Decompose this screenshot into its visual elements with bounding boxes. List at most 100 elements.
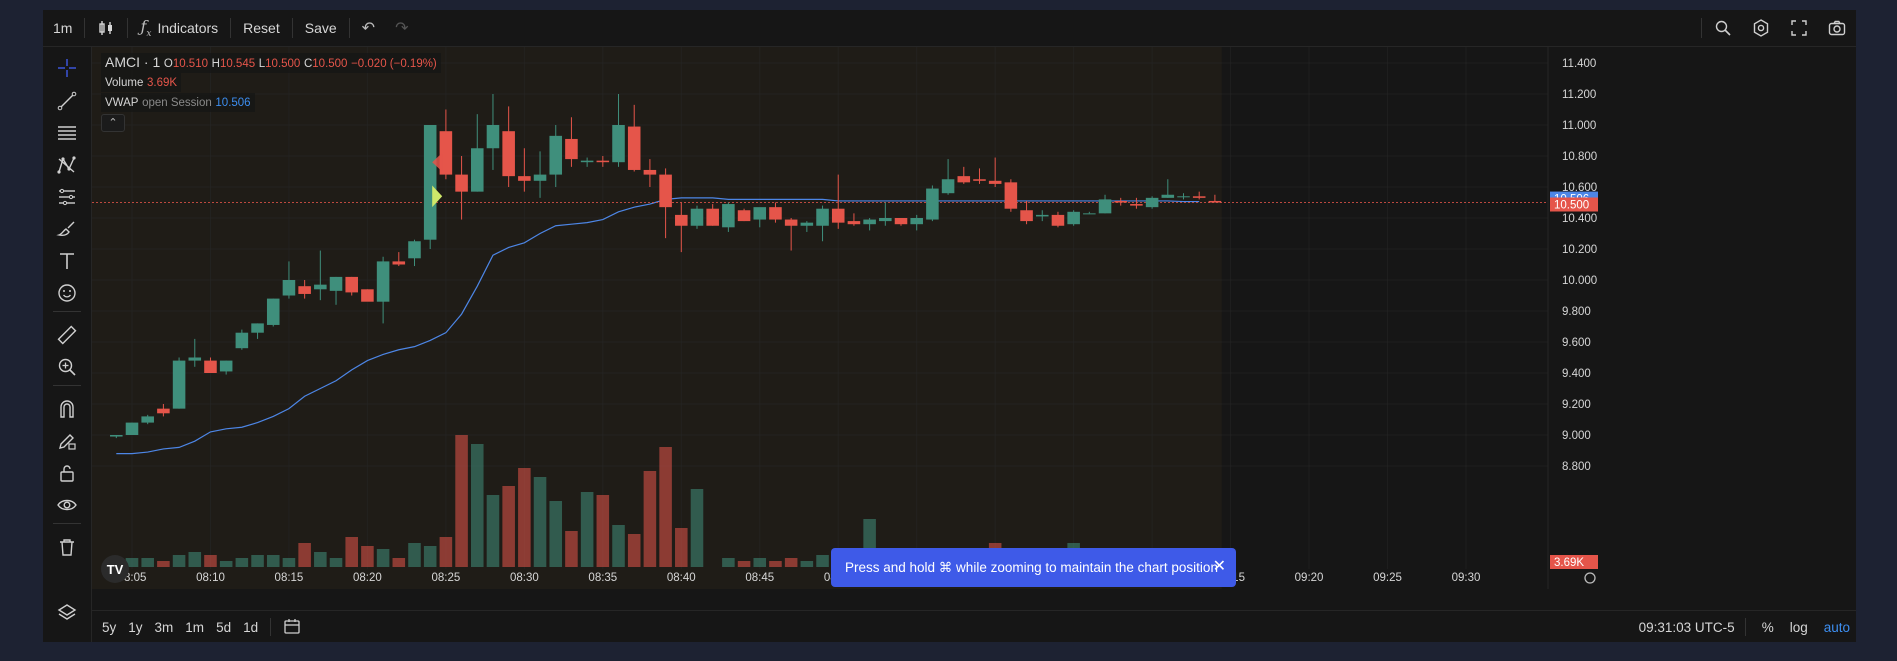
timezone-clock[interactable]: 09:31:03 UTC-5: [1638, 619, 1735, 635]
object-tree-tool[interactable]: [43, 599, 91, 627]
lock-drawing-tool[interactable]: [43, 427, 91, 455]
quick-search-button[interactable]: [1704, 10, 1742, 46]
hide-drawings-tool[interactable]: [43, 491, 91, 519]
candle-body: [110, 435, 123, 437]
interval-button[interactable]: 1m: [43, 10, 82, 46]
brush-tool[interactable]: [43, 215, 91, 243]
volume-bar: [518, 468, 531, 567]
candle-body: [188, 357, 202, 361]
candle-body: [722, 204, 735, 228]
candle-body: [298, 286, 311, 294]
zoom-tool[interactable]: [43, 353, 91, 381]
candle-body: [737, 210, 751, 222]
volume-bar: [769, 561, 782, 567]
indicators-button[interactable]: ƒx Indicators: [130, 10, 228, 46]
fullscreen-button[interactable]: [1780, 10, 1818, 46]
range-1y[interactable]: 1y: [128, 619, 143, 635]
open-label: O: [163, 58, 173, 70]
tradingview-logo[interactable]: TV: [101, 555, 129, 583]
fib-tool[interactable]: [43, 119, 91, 147]
bottom-right: 09:31:03 UTC-5 % log auto: [1639, 611, 1856, 643]
volume-legend[interactable]: Volume 3.69K: [101, 73, 441, 92]
volume-bar: [361, 546, 374, 567]
undo-button[interactable]: ↶: [352, 10, 385, 46]
volume-bar: [737, 561, 751, 567]
volume-bar: [486, 495, 500, 567]
candles-icon: [99, 21, 113, 35]
candle-body: [1051, 214, 1065, 226]
candle-body: [219, 360, 233, 372]
candle-body: [1035, 214, 1049, 217]
toolbar-divider: [127, 18, 129, 38]
vwap-legend[interactable]: VWAP open Session 10.506: [101, 93, 441, 112]
collapse-legend-button[interactable]: ⌃: [101, 114, 125, 132]
price-tick-label: 9.400: [1562, 368, 1591, 380]
close-icon[interactable]: ✕: [1212, 558, 1226, 575]
vwap-params: open Session: [142, 97, 212, 109]
price-tick-label: 10.200: [1562, 244, 1597, 256]
time-tick-label: 09:20: [1295, 572, 1324, 584]
emoji-tool[interactable]: [43, 279, 91, 307]
auto-scale-toggle[interactable]: auto: [1823, 619, 1850, 635]
volume-bar: [204, 555, 217, 567]
forecast-tool[interactable]: [43, 183, 91, 211]
range-1d[interactable]: 1d: [243, 619, 259, 635]
log-scale-toggle[interactable]: log: [1789, 619, 1808, 635]
price-tick-label: 10.000: [1562, 275, 1597, 287]
price-tick-label: 9.800: [1562, 306, 1591, 318]
brush-icon: [56, 221, 75, 237]
time-tick-label: 08:15: [275, 572, 304, 584]
volume-bar: [627, 534, 641, 567]
symbol-label[interactable]: AMCI · 1: [105, 54, 161, 70]
axis-settings-icon[interactable]: [1584, 572, 1596, 584]
eye-icon: [57, 499, 77, 511]
price-tick-label: 11.400: [1562, 58, 1596, 70]
open-value: 10.510: [172, 58, 208, 70]
time-tick-label: 09:30: [1452, 572, 1481, 584]
measure-tool[interactable]: [43, 321, 91, 349]
goto-date-button[interactable]: [277, 617, 307, 638]
text-tool[interactable]: [43, 247, 91, 275]
magnet-tool[interactable]: [43, 395, 91, 423]
save-label: Save: [304, 20, 337, 36]
low-value: 10.500: [265, 58, 301, 70]
toast-text: Press and hold ⌘ while zooming to mainta…: [845, 559, 1218, 575]
zoom-hint-toast: Press and hold ⌘ while zooming to mainta…: [831, 548, 1236, 587]
fx-icon: ƒx: [140, 16, 152, 40]
candle-body: [251, 323, 264, 333]
toolbar-divider: [348, 18, 350, 38]
price-tick-label: 9.600: [1562, 337, 1591, 349]
volume-bar: [816, 555, 829, 567]
session-background: [92, 47, 1222, 589]
range-5y[interactable]: 5y: [102, 619, 117, 635]
volume-bar: [251, 555, 264, 567]
range-5d[interactable]: 5d: [216, 619, 232, 635]
toolbar-divider: [270, 618, 272, 636]
trend-line-tool[interactable]: [43, 87, 91, 115]
candle-body: [470, 148, 484, 192]
range-1m[interactable]: 1m: [185, 619, 205, 635]
remove-drawings-tool[interactable]: [43, 533, 91, 561]
reset-label: Reset: [243, 20, 280, 36]
chart-type-button[interactable]: [87, 10, 125, 46]
save-button[interactable]: Save: [295, 10, 347, 46]
price-chart[interactable]: 11.400 11.200 11.000 10.800 10.600 10.400 10.2…: [92, 47, 1856, 589]
settings-button[interactable]: [1742, 10, 1780, 46]
range-3m[interactable]: 3m: [154, 619, 174, 635]
redo-button[interactable]: ↷: [385, 10, 418, 46]
snapshot-button[interactable]: [1818, 10, 1856, 46]
candle-body: [1145, 197, 1159, 208]
last-price-tag: [1550, 197, 1598, 212]
percent-scale-toggle[interactable]: %: [1761, 619, 1774, 635]
crosshair-tool[interactable]: [43, 54, 91, 82]
reset-button[interactable]: Reset: [233, 10, 290, 46]
volume-tag-label: 3.69K: [1554, 557, 1584, 569]
toolbar-divider: [84, 18, 86, 38]
volume-bar: [392, 558, 406, 567]
lock-all-tool[interactable]: [43, 459, 91, 487]
time-tick-label: 08:10: [196, 572, 225, 584]
volume-bar: [439, 537, 453, 567]
vwap-line: [116, 197, 1200, 455]
pattern-tool[interactable]: [43, 151, 91, 179]
emoji-icon: [58, 284, 76, 302]
